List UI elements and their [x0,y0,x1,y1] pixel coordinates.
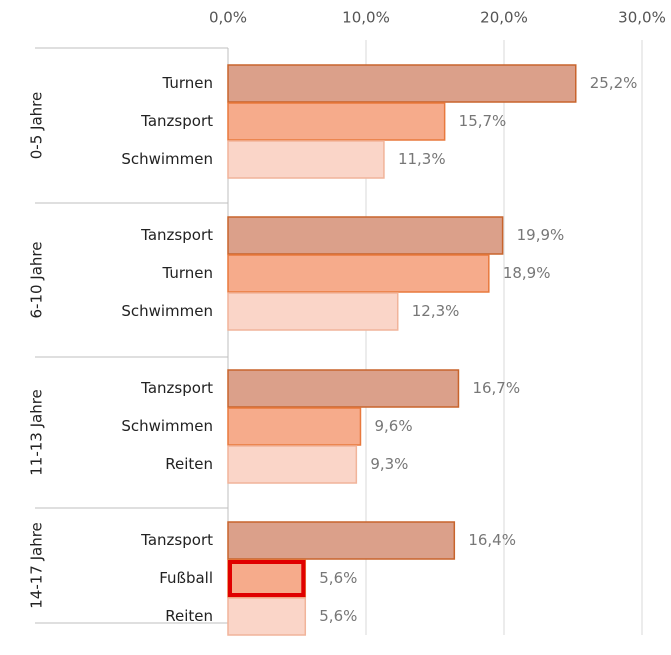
value-label: 9,6% [374,417,412,435]
bar [227,445,358,484]
bar [227,597,307,636]
value-label: 16,7% [472,379,520,397]
value-label: 12,3% [412,302,460,320]
x-tick-label: 10,0% [342,9,390,27]
value-label: 5,6% [319,569,357,587]
value-label: 25,2% [590,74,638,92]
category-label: Turnen [161,264,213,282]
bar [227,216,504,255]
value-label: 19,9% [517,226,565,244]
value-label: 9,3% [370,455,408,473]
x-tick-label: 30,0% [618,9,666,27]
bar [227,102,446,141]
category-label: Schwimmen [121,302,213,320]
value-label: 5,6% [319,607,357,625]
bar [227,292,399,331]
x-tick-label: 20,0% [480,9,528,27]
bar [227,521,456,560]
category-label: Schwimmen [121,417,213,435]
category-label: Tanzsport [140,379,213,397]
category-label: Schwimmen [121,150,213,168]
highlight-box [228,560,306,597]
category-label: Fußball [159,569,213,587]
x-tick-label: 0,0% [209,9,247,27]
category-label: Tanzsport [140,531,213,549]
bar [227,369,460,408]
bar [227,254,490,293]
category-label: Reiten [165,607,213,625]
bar [227,407,362,446]
category-label: Turnen [161,74,213,92]
group-label: 14-17 Jahre [28,522,46,609]
bar [227,64,577,103]
category-label: Tanzsport [140,112,213,130]
category-label: Tanzsport [140,226,213,244]
value-label: 11,3% [398,150,446,168]
category-label: Reiten [165,455,213,473]
group-label: 0-5 Jahre [28,92,46,159]
value-label: 15,7% [459,112,507,130]
bar [227,140,385,179]
group-label: 6-10 Jahre [28,242,46,319]
value-label: 18,9% [503,264,551,282]
group-label: 11-13 Jahre [28,389,46,476]
bar [227,559,307,598]
value-label: 16,4% [468,531,516,549]
